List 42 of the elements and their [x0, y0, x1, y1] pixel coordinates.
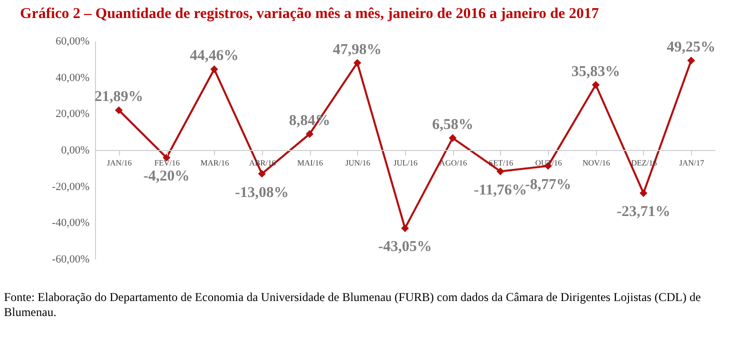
data-label: -11,76%: [474, 182, 527, 198]
point: [687, 56, 696, 64]
y-tick-label: -20,00%: [52, 180, 90, 193]
data-label: -8,77%: [524, 176, 572, 193]
x-tick-label: AGO/16: [439, 158, 467, 168]
data-label: 6,58%: [432, 117, 474, 134]
x-tick-label: JAN/16: [106, 158, 132, 168]
x-tick-label: SET/16: [488, 158, 514, 168]
data-label: 21,89%: [94, 89, 144, 106]
x-tick-label: MAI/16: [297, 158, 324, 168]
y-tick-label: -60,00%: [52, 254, 90, 266]
x-tick-label: FEV/16: [154, 158, 180, 168]
y-tick-label: -40,00%: [52, 217, 90, 230]
x-tick-label: JUN/16: [345, 158, 370, 168]
point: [496, 167, 504, 176]
chart-title: Gráfico 2 – Quantidade de registros, variação mês a mês, janeiro de 2016 a janeiro de 2017: [20, 6, 600, 22]
x-tick-label: NOV/16: [582, 158, 610, 168]
data-label: -13,08%: [235, 184, 289, 201]
y-tick-label: 20,00%: [56, 108, 90, 120]
point: [306, 130, 314, 138]
data-label: 44,46%: [190, 48, 239, 64]
y-tick-label: 0,00%: [61, 144, 90, 156]
point: [592, 81, 600, 89]
x-tick-label: JAN/17: [679, 158, 704, 168]
x-tick-label: JUL/16: [394, 158, 418, 168]
point: [210, 65, 218, 74]
data-label: -43,05%: [378, 239, 432, 256]
source-note: Fonte: Elaboração do Departamento de Economia da Universidade de Blumenau (FURB) com dados da Câmara de Dirigentes Lojistas (CDL) de Blumenau.: [4, 290, 702, 320]
data-label: 49,25%: [666, 40, 716, 56]
point: [114, 106, 123, 114]
data-label: 47,98%: [332, 42, 382, 58]
point: [258, 170, 266, 178]
point: [401, 224, 409, 232]
point: [353, 58, 362, 67]
data-label: -4,20%: [143, 168, 190, 185]
point: [448, 134, 457, 142]
x-tick-label: MAR/16: [200, 158, 229, 168]
point: [640, 189, 648, 197]
y-tick-label: 60,00%: [56, 36, 90, 48]
data-label: -23,71%: [616, 204, 670, 220]
y-tick-label: 40,00%: [56, 72, 90, 84]
data-label: 35,83%: [571, 64, 620, 80]
